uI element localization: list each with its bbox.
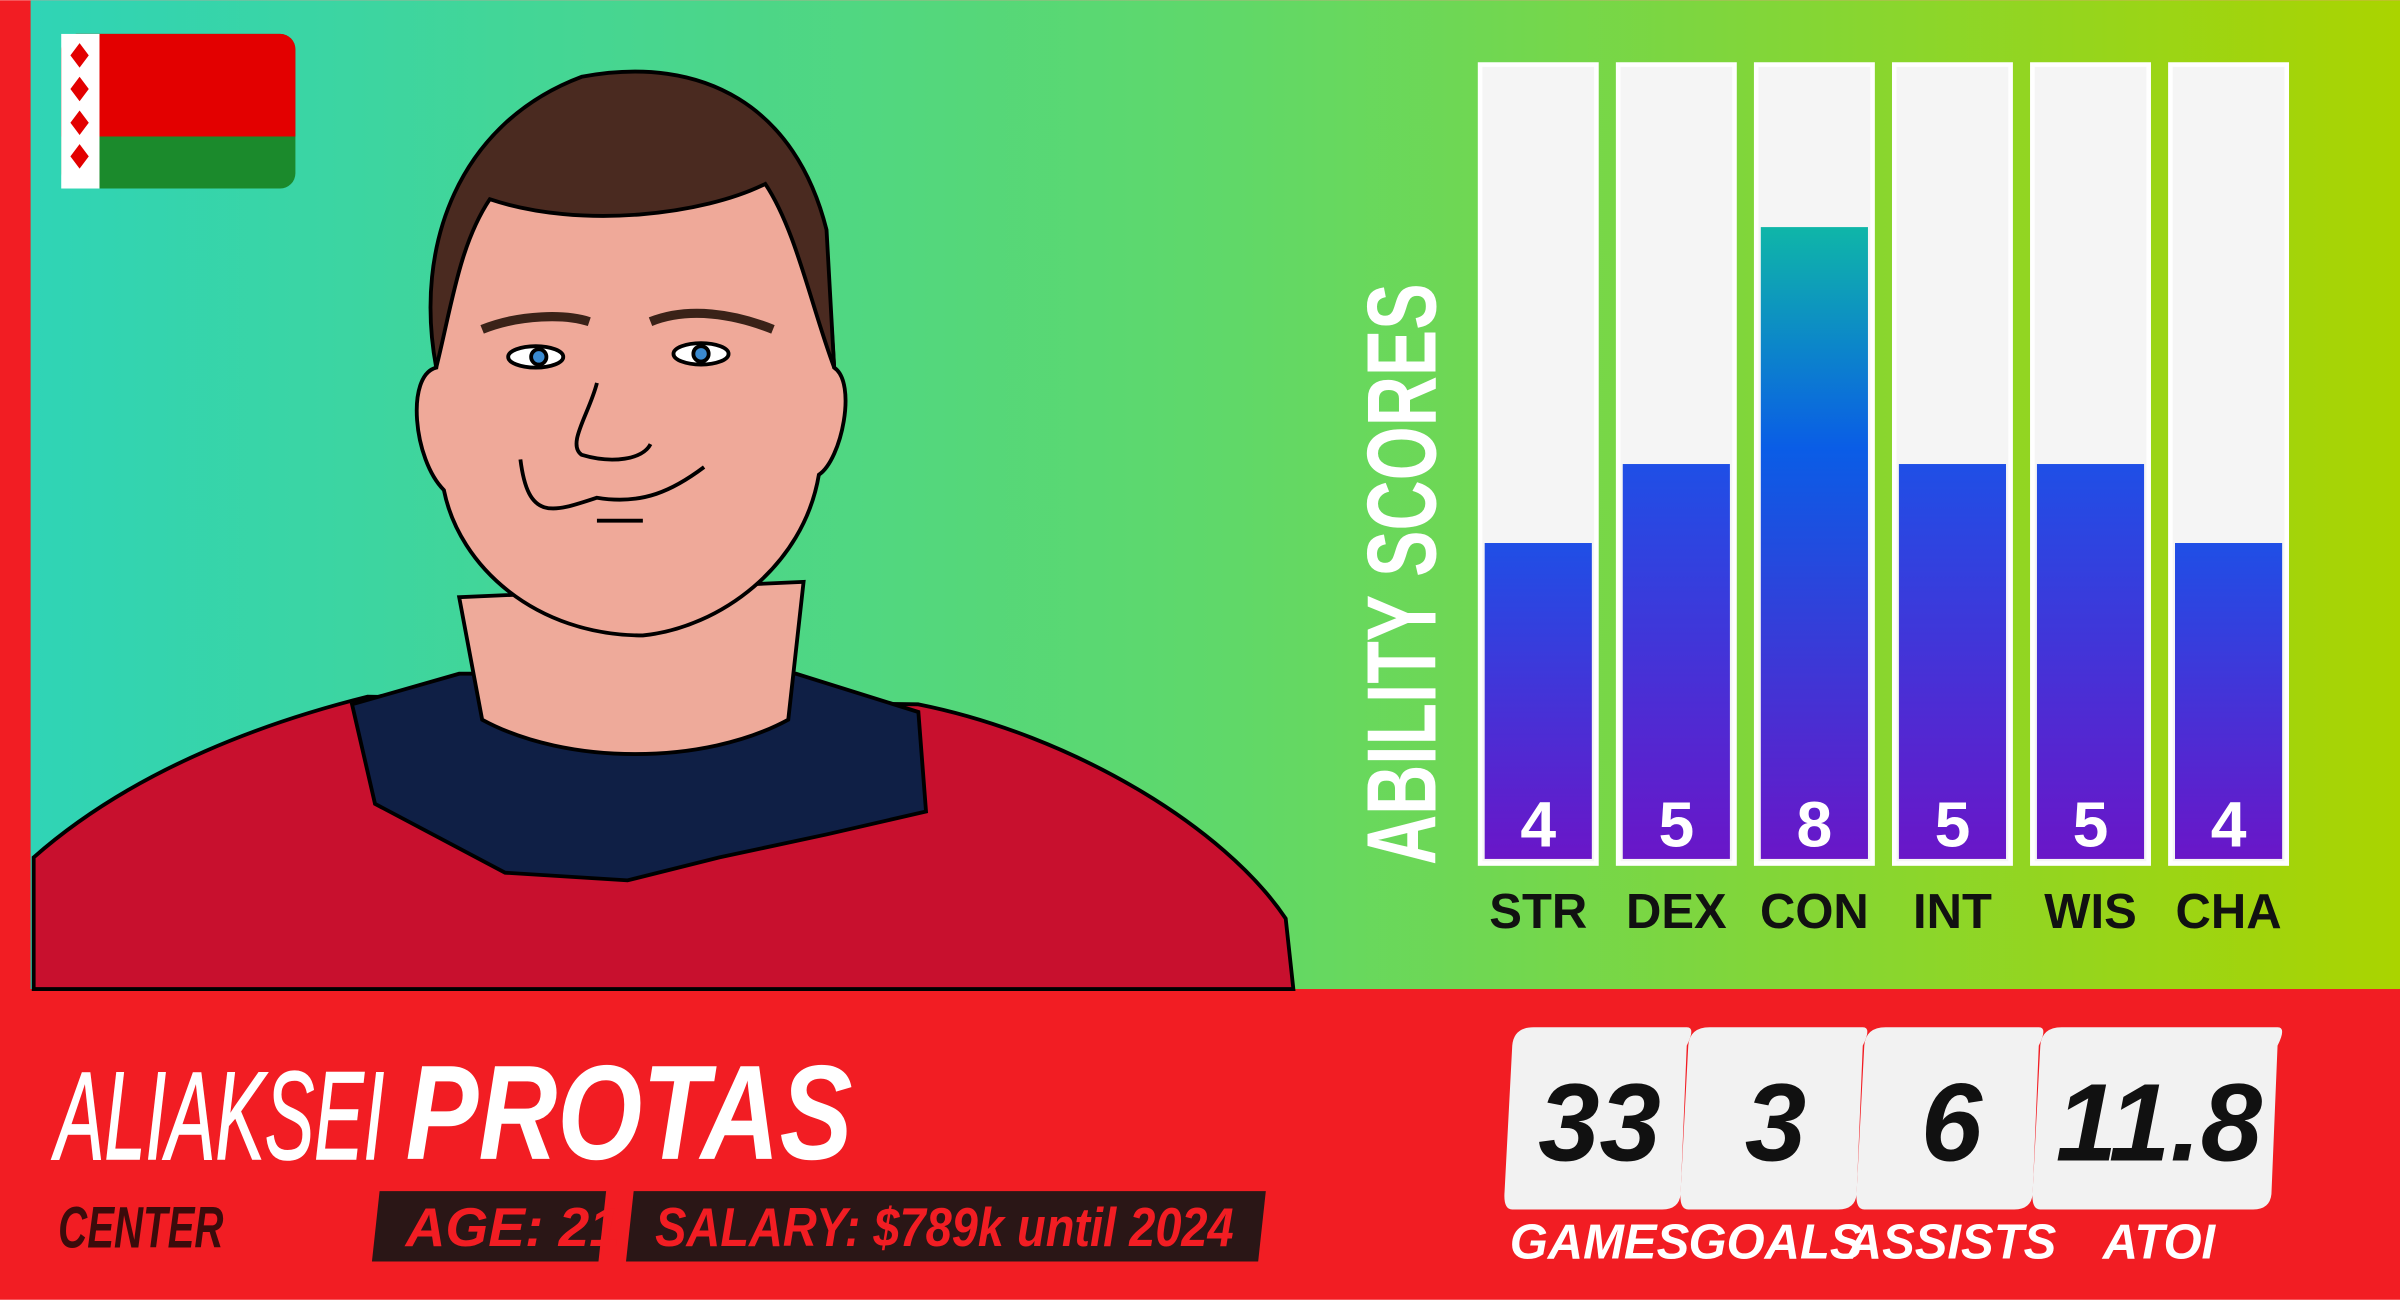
- bar: [1760, 227, 1868, 859]
- stat-card: [1504, 1027, 1692, 1210]
- age-label: AGE:: [404, 1196, 544, 1258]
- stat-value: 11.8: [2056, 1061, 2263, 1184]
- category-label: WIS: [2044, 885, 2137, 939]
- bar: [2175, 543, 2283, 859]
- first-name: ALIAKSEI: [51, 1045, 384, 1186]
- stat-label: ATOI: [2102, 1215, 2217, 1269]
- chart-title: ABILITY SCORES: [1347, 283, 1457, 865]
- category-label: CON: [1760, 885, 1869, 939]
- salary-value: $789k until 2024: [873, 1196, 1234, 1258]
- stats: 33 GAMES 3 GOALS 6 ASSISTS 11.8 ATOI: [1504, 1027, 2283, 1269]
- salary: SALARY: $789k until 2024: [655, 1196, 1234, 1258]
- bar: [1484, 543, 1592, 859]
- value-label: 4: [1520, 789, 1556, 861]
- value-label: 5: [2073, 789, 2109, 861]
- stat-label: ASSISTS: [1846, 1215, 2057, 1269]
- category-label: INT: [1913, 885, 1992, 939]
- stat-value: 6: [1921, 1061, 1983, 1184]
- position: CENTER: [58, 1196, 223, 1261]
- bar: [1898, 464, 2007, 859]
- portrait: [31, 69, 1296, 991]
- age-value: 21: [558, 1196, 620, 1258]
- flag: [61, 33, 296, 189]
- stat-card: [1680, 1027, 1868, 1210]
- salary-box: [626, 1191, 1266, 1262]
- bar: [2036, 464, 2145, 859]
- category-label: DEX: [1626, 885, 1727, 939]
- stat-value: 33: [1538, 1061, 1661, 1184]
- stat-card: [1856, 1027, 2044, 1210]
- category-label: STR: [1489, 885, 1587, 939]
- age-box: [371, 1191, 607, 1262]
- category-label: CHA: [2176, 885, 2282, 939]
- age: AGE: 21: [404, 1196, 620, 1258]
- value-label: 5: [1935, 789, 1971, 861]
- salary-label: SALARY:: [655, 1196, 860, 1258]
- stat-card: [2032, 1027, 2283, 1210]
- stat-label: GAMES: [1510, 1215, 1690, 1269]
- bar: [1622, 464, 1730, 859]
- bar-chart: 4 STR 5 DEX 8 CON 5 INT 5 WIS 4 CHA: [1477, 62, 2290, 939]
- value-label: 5: [1658, 789, 1694, 861]
- last-name: PROTAS: [406, 1037, 853, 1188]
- value-label: 8: [1797, 789, 1833, 861]
- stat-value: 3: [1745, 1061, 1806, 1184]
- stat-label: GOALS: [1688, 1215, 1862, 1269]
- value-label: 4: [2211, 789, 2247, 861]
